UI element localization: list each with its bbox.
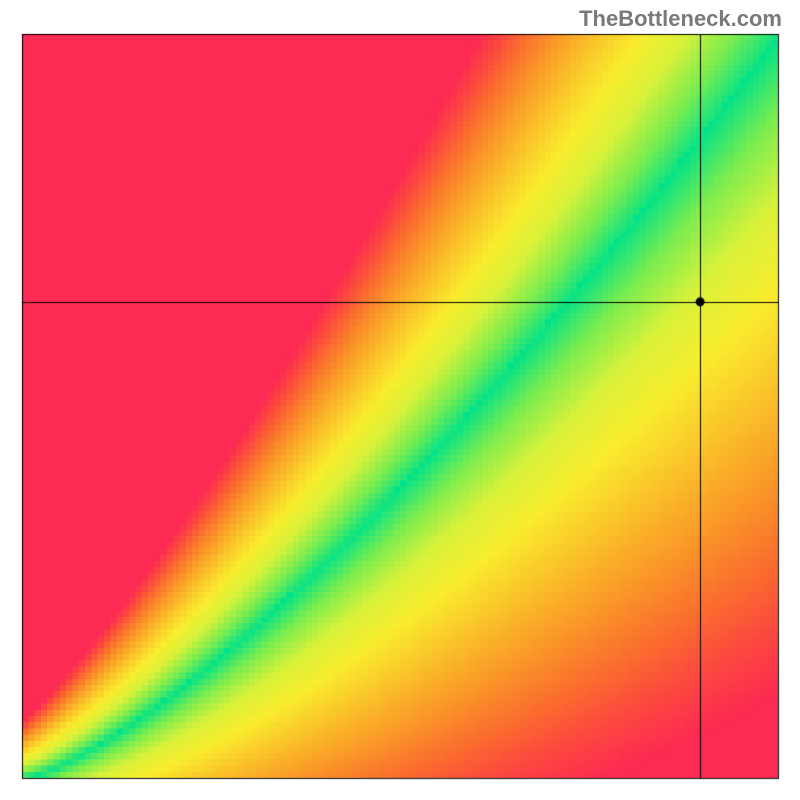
source-watermark: TheBottleneck.com	[579, 6, 782, 32]
chart-container: TheBottleneck.com	[0, 0, 800, 800]
bottleneck-heatmap	[22, 34, 778, 778]
